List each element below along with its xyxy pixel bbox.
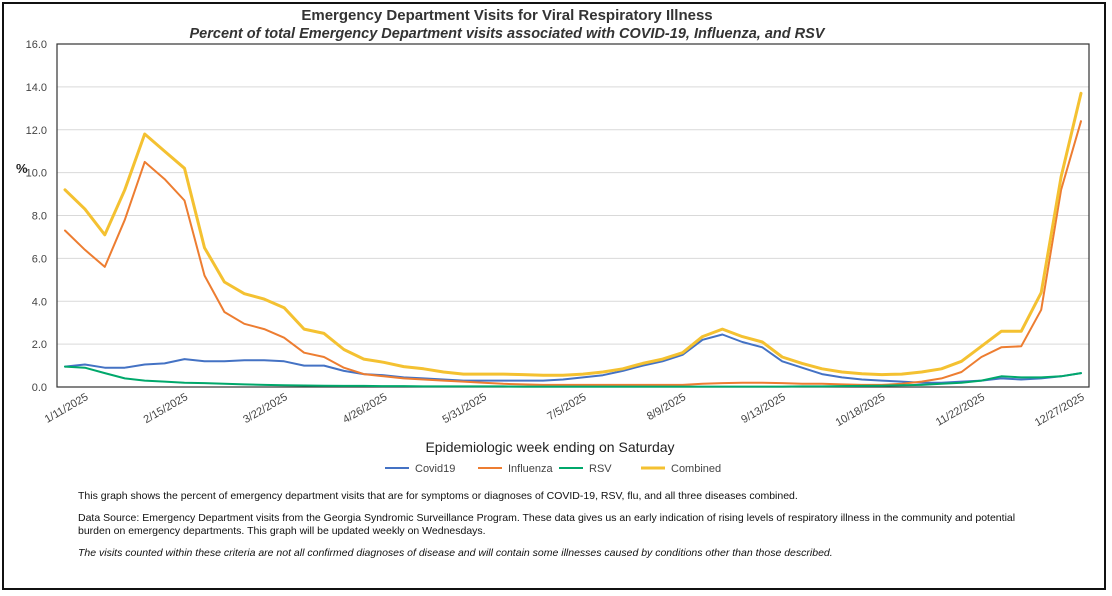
x-tick-label: 2/15/2025 [142, 391, 190, 426]
chart-subtitle: Percent of total Emergency Department vi… [190, 26, 826, 42]
x-tick-label: 7/5/2025 [545, 391, 588, 423]
note-data-source: Data Source: Emergency Department visits… [78, 512, 1016, 537]
x-axis-ticks: 1/11/2025 2/15/2025 3/22/2025 4/26/2025 5/31… [43, 391, 1087, 429]
legend-label-combined: Combined [671, 463, 721, 475]
y-tick-label: 16.0 [26, 39, 47, 51]
x-tick-label: 12/27/2025 [1033, 391, 1087, 429]
x-tick-label: 3/22/2025 [241, 391, 289, 426]
x-axis-label: Epidemiologic week ending on Saturday [425, 439, 674, 455]
x-tick-label: 10/18/2025 [834, 391, 888, 429]
legend-label-covid19: Covid19 [415, 463, 455, 475]
series-line-rsv [64, 365, 1082, 388]
legend-label-influenza: Influenza [508, 463, 554, 475]
x-tick-label: 1/11/2025 [43, 391, 91, 425]
y-axis-ticks: 0.0 2.0 4.0 6.0 8.0 10.0 12.0 14.0 16.0 [26, 39, 47, 394]
y-tick-label: 14.0 [26, 82, 47, 94]
y-tick-label: 0.0 [32, 382, 47, 394]
legend: Covid19 Influenza RSV Combined [385, 463, 721, 475]
x-tick-label: 4/26/2025 [341, 391, 389, 426]
series-line-influenza [64, 120, 1082, 386]
legend-label-rsv: RSV [589, 463, 612, 475]
y-axis-label: % [16, 161, 28, 176]
y-tick-label: 10.0 [26, 168, 47, 180]
y-tick-label: 12.0 [26, 125, 47, 137]
x-tick-label: 8/9/2025 [645, 391, 688, 423]
chart-title: Emergency Department Visits for Viral Re… [301, 7, 712, 24]
y-tick-label: 8.0 [32, 211, 47, 223]
y-tick-label: 6.0 [32, 253, 47, 265]
gridlines [57, 43, 1089, 388]
series-line-combined [63, 91, 1083, 377]
y-tick-label: 4.0 [32, 296, 47, 308]
series-lines [63, 91, 1083, 388]
note-disclaimer: The visits counted within these criteria… [78, 547, 833, 559]
y-tick-label: 2.0 [32, 339, 47, 351]
note-description: This graph shows the percent of emergenc… [78, 490, 798, 502]
x-tick-label: 5/31/2025 [440, 391, 488, 426]
x-tick-label: 11/22/2025 [934, 391, 987, 429]
notes: This graph shows the percent of emergenc… [78, 490, 1038, 569]
chart-frame [2, 2, 1106, 590]
x-tick-label: 9/13/2025 [739, 391, 787, 426]
